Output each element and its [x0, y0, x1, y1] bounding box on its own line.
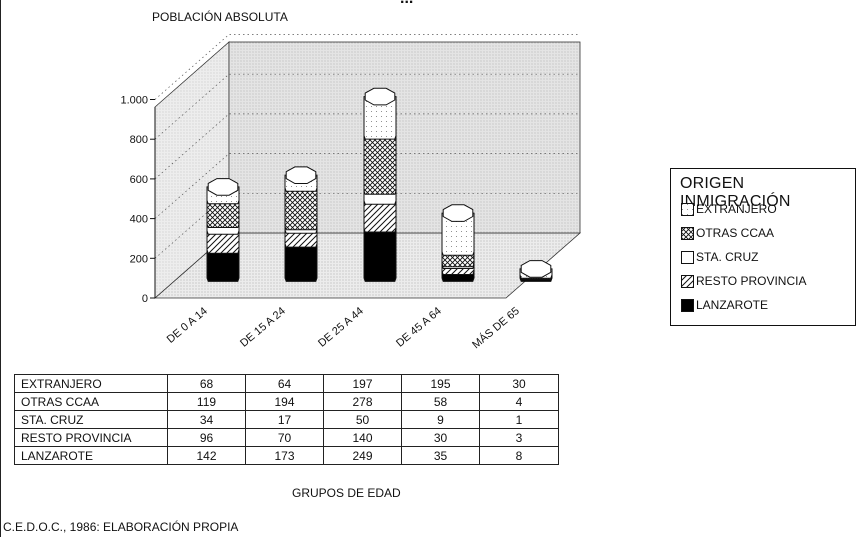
y-tick-label: 200: [130, 253, 148, 265]
bar-top-cap: [442, 204, 474, 222]
table-cell: 140: [323, 428, 402, 447]
table-cell: 58: [401, 392, 480, 411]
chart-back-wall: [228, 41, 581, 234]
legend-swatch-sta-cruz: [681, 250, 694, 264]
table-cell: 197: [323, 374, 402, 393]
legend-title: ORIGEN INMIGRACIÓN: [680, 175, 791, 210]
legend-label: OTRAS CCAA: [696, 226, 775, 240]
chart-bars: [206, 87, 553, 282]
bar-0: [206, 178, 240, 282]
table-row: EXTRANJERO 68 64 197 195 30: [14, 374, 559, 393]
bar-3: [441, 204, 475, 282]
x-tick-label: DE 25 A 44: [316, 305, 366, 350]
bar-top-cap: [520, 260, 552, 278]
gridline: [154, 153, 580, 219]
table-row: STA. CRUZ 34 17 50 9 1: [14, 410, 559, 429]
bar-segment-lanzarote: [363, 228, 397, 282]
bar-top-cap: [207, 178, 239, 196]
legend-swatch-otras-ccaa: [681, 226, 694, 240]
legend-label: STA. CRUZ: [696, 250, 759, 264]
legend-swatch-resto-provincia: [681, 274, 694, 288]
legend-item-extranjero: EXTRANJERO: [681, 201, 777, 217]
table-cell: 96: [167, 428, 246, 447]
table-cell: 34: [167, 410, 246, 429]
table-cell: 17: [245, 410, 324, 429]
table-cell: 173: [245, 446, 324, 465]
table-row-label: EXTRANJERO: [14, 374, 168, 393]
table-cell: 30: [401, 428, 480, 447]
table-cell: 4: [479, 392, 559, 411]
legend-item-resto-provincia: RESTO PROVINCIA: [681, 273, 806, 289]
bar-segment-otras-ccaa: [284, 187, 318, 231]
legend-item-lanzarote: LANZAROTE: [681, 297, 768, 313]
legend-item-otras-ccaa: OTRAS CCAA: [681, 225, 774, 241]
table-cell: 142: [167, 446, 246, 465]
gridline: [154, 192, 580, 259]
legend-label: RESTO PROVINCIA: [696, 274, 807, 288]
left-border-line: [0, 0, 1, 537]
gridline: [154, 34, 580, 100]
table-row-label: LANZAROTE: [14, 446, 168, 465]
bar-4: [519, 260, 553, 282]
legend-swatch-extranjero: [681, 202, 694, 216]
y-tick-label: 600: [130, 174, 148, 186]
bar-segment-resto-provincia: [363, 200, 397, 233]
table-row-label: STA. CRUZ: [14, 410, 168, 429]
bar-segment-otras-ccaa: [363, 135, 397, 195]
bar-segment-lanzarote: [206, 249, 240, 282]
table-cell: 195: [401, 374, 480, 393]
table-cell: 278: [323, 392, 402, 411]
table-cell: 30: [479, 374, 559, 393]
x-tick-label: DE 0 A 14: [165, 305, 210, 346]
y-tick-label: 400: [130, 214, 148, 226]
x-axis-tick-labels: DE 0 A 14 DE 15 A 24 DE 25 A 44 DE 45 A 64 M…: [165, 304, 522, 351]
table-row-label: OTRAS CCAA: [14, 392, 168, 411]
table-cell: 1: [479, 410, 559, 429]
y-axis: 0 200 400 600 800 1.000: [120, 95, 156, 305]
bar-segment-extranjero: [363, 96, 397, 140]
chart-gridlines: [154, 34, 580, 259]
table-cell: 68: [167, 374, 246, 393]
x-axis-title: GRUPOS DE EDAD: [292, 486, 401, 500]
table-row: RESTO PROVINCIA 96 70 140 30 3: [14, 428, 559, 447]
legend-swatch-lanzarote: [681, 298, 694, 312]
y-tick-label: 1.000: [120, 95, 148, 107]
data-table: EXTRANJERO 68 64 197 195 30 OTRAS CCAA 1…: [14, 374, 559, 465]
table-row: LANZAROTE 142 173 249 35 8: [14, 446, 559, 465]
gridline: [154, 113, 580, 180]
table-cell: 249: [323, 446, 402, 465]
bar-top-cap: [285, 166, 317, 184]
table-cell: 119: [167, 392, 246, 411]
y-tick-label: 0: [142, 293, 148, 305]
table-row-label: RESTO PROVINCIA: [14, 428, 168, 447]
legend: ORIGEN INMIGRACIÓN EXTRANJERO OTRAS CCAA…: [670, 168, 856, 326]
legend-label: LANZAROTE: [696, 298, 769, 312]
table-cell: 50: [323, 410, 402, 429]
x-tick-label: DE 15 A 24: [238, 305, 288, 350]
bar-1: [284, 166, 318, 282]
bar-segment-extranjero: [441, 212, 475, 256]
table-cell: 70: [245, 428, 324, 447]
table-cell: 35: [401, 446, 480, 465]
table-cell: 8: [479, 446, 559, 465]
x-tick-label: DE 45 A 64: [394, 305, 444, 350]
y-tick-label: 800: [130, 134, 148, 146]
table-cell: 3: [479, 428, 559, 447]
table-row: OTRAS CCAA 119 194 278 58 4: [14, 392, 559, 411]
bar-segment-lanzarote: [284, 243, 318, 282]
table-cell: 9: [401, 410, 480, 429]
bar-top-cap: [364, 87, 396, 106]
bar-2: [363, 87, 397, 282]
y-axis-label: POBLACIÓN ABSOLUTA: [152, 10, 288, 24]
legend-label: EXTRANJERO: [696, 202, 777, 216]
table-cell: 194: [245, 392, 324, 411]
bar-segment-otras-ccaa: [206, 199, 240, 228]
table-cell: 64: [245, 374, 324, 393]
legend-item-sta-cruz: STA. CRUZ: [681, 249, 758, 265]
source-note: C.E.D.O.C., 1986: ELABORACIÓN PROPIA: [3, 520, 239, 534]
x-tick-label: MÁS DE 65: [470, 304, 522, 351]
gridline: [154, 73, 580, 140]
chart-title-fragment: ...: [400, 0, 413, 8]
